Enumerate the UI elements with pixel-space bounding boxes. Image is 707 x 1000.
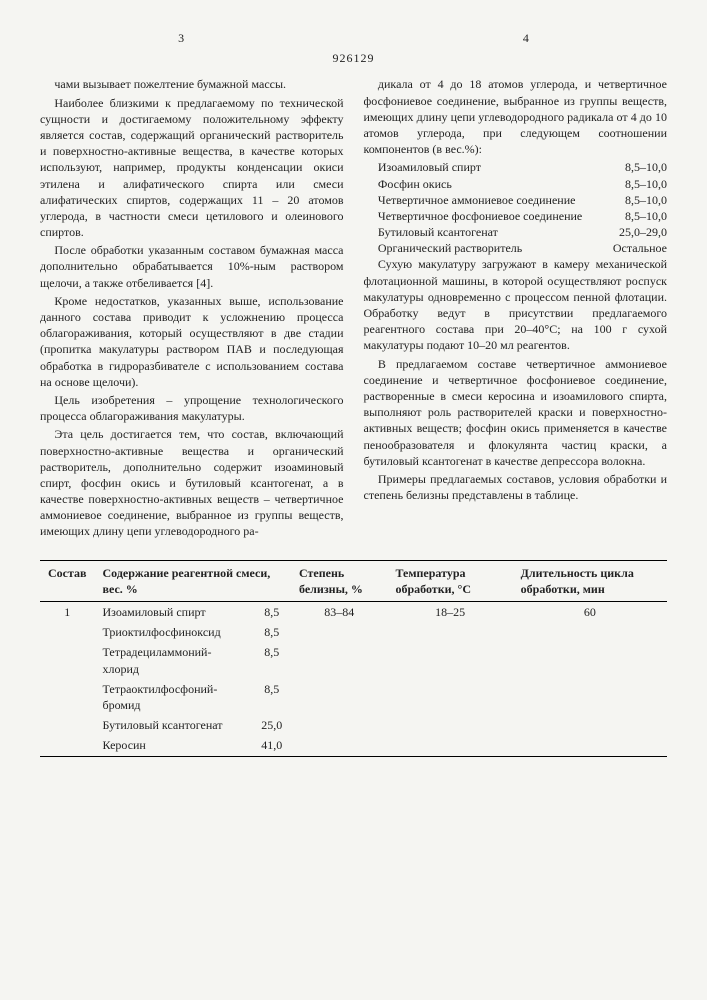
- table-row: Керосин41,0: [40, 735, 667, 756]
- left-column: чами вызывает пожелтение бумажной массы.…: [40, 76, 344, 541]
- paragraph: Наиболее близкими к предлагаемому по тех…: [40, 95, 344, 241]
- doc-number: 926129: [40, 50, 667, 66]
- text-columns: чами вызывает пожелтение бумажной массы.…: [40, 76, 667, 541]
- composition-row: Четвертичное фосфониевое соединение8,5–1…: [364, 208, 668, 224]
- col-header: Длительность цикла обработки, мин: [513, 560, 667, 601]
- cell-reagent-name: Триоктилфосфиноксид: [95, 622, 253, 642]
- page-num-left: 3: [40, 30, 322, 46]
- col-header: Температура обработки, °С: [387, 560, 512, 601]
- cell-reagent-name: Тетрадециламмоний-хлорид: [95, 642, 253, 678]
- cell-reagent-name: Изоамиловый спирт: [95, 602, 253, 623]
- paragraph: дикала от 4 до 18 атомов углерода, и чет…: [364, 76, 668, 157]
- cell-duration: 60: [513, 602, 667, 623]
- paragraph: Примеры предлагаемых составов, условия о…: [364, 471, 668, 503]
- paragraph: Эта цель достигается тем, что состав, вк…: [40, 426, 344, 539]
- cell-reagent-val: 8,5: [253, 622, 291, 642]
- table-row: Бутиловый ксантогенат25,0: [40, 715, 667, 735]
- composition-label: Четвертичное фосфониевое соединение: [378, 208, 619, 224]
- composition-list: Изоамиловый спирт8,5–10,0Фосфин окись8,5…: [364, 159, 668, 256]
- cell-reagent-val: 25,0: [253, 715, 291, 735]
- paragraph: После обработки указанным составом бумаж…: [40, 242, 344, 291]
- right-column: дикала от 4 до 18 атомов углерода, и чет…: [364, 76, 668, 541]
- cell-temperature: 18–25: [387, 602, 512, 623]
- composition-label: Фосфин окись: [378, 176, 619, 192]
- table-row: Тетраоктилфосфоний-бромид8,5: [40, 679, 667, 715]
- composition-row: Фосфин окись8,5–10,0: [364, 176, 668, 192]
- cell-composition-num: 1: [40, 602, 95, 623]
- cell-reagent-val: 8,5: [253, 602, 291, 623]
- composition-label: Бутиловый ксантогенат: [378, 224, 613, 240]
- table-header-row: Состав Содержание реагентной смеси, вес.…: [40, 560, 667, 601]
- cell-reagent-name: Тетраоктилфосфоний-бромид: [95, 679, 253, 715]
- table-row: 1Изоамиловый спирт8,583–8418–2560: [40, 602, 667, 623]
- results-table: Состав Содержание реагентной смеси, вес.…: [40, 560, 667, 757]
- composition-value: 8,5–10,0: [619, 208, 667, 224]
- composition-value: Остальное: [607, 240, 667, 256]
- composition-value: 25,0–29,0: [613, 224, 667, 240]
- paragraph: чами вызывает пожелтение бумажной массы.: [40, 76, 344, 92]
- composition-row: Изоамиловый спирт8,5–10,0: [364, 159, 668, 175]
- cell-reagent-name: Керосин: [95, 735, 253, 756]
- composition-value: 8,5–10,0: [619, 192, 667, 208]
- composition-label: Изоамиловый спирт: [378, 159, 619, 175]
- composition-label: Органический растворитель: [378, 240, 607, 256]
- composition-row: Бутиловый ксантогенат25,0–29,0: [364, 224, 668, 240]
- composition-label: Четвертичное аммониевое соединение: [378, 192, 619, 208]
- cell-whiteness: 83–84: [291, 602, 387, 623]
- composition-row: Четвертичное аммониевое соединение8,5–10…: [364, 192, 668, 208]
- cell-reagent-val: 8,5: [253, 642, 291, 678]
- cell-reagent-val: 41,0: [253, 735, 291, 756]
- table-row: Тетрадециламмоний-хлорид8,5: [40, 642, 667, 678]
- table-row: Триоктилфосфиноксид8,5: [40, 622, 667, 642]
- table-body: 1Изоамиловый спирт8,583–8418–2560Триокти…: [40, 602, 667, 757]
- col-header: Содержание реагентной смеси, вес. %: [95, 560, 292, 601]
- paragraph: В предлагаемом составе четвертичное аммо…: [364, 356, 668, 469]
- composition-value: 8,5–10,0: [619, 176, 667, 192]
- cell-reagent-name: Бутиловый ксантогенат: [95, 715, 253, 735]
- page-num-right: 4: [385, 30, 667, 46]
- composition-value: 8,5–10,0: [619, 159, 667, 175]
- composition-row: Органический растворительОстальное: [364, 240, 668, 256]
- paragraph: Кроме недостатков, указанных выше, испол…: [40, 293, 344, 390]
- paragraph: Цель изобретения – упрощение технологиче…: [40, 392, 344, 424]
- cell-reagent-val: 8,5: [253, 679, 291, 715]
- col-header: Степень белизны, %: [291, 560, 387, 601]
- col-header: Состав: [40, 560, 95, 601]
- paragraph: Сухую макулатуру загружают в камеру меха…: [364, 256, 668, 353]
